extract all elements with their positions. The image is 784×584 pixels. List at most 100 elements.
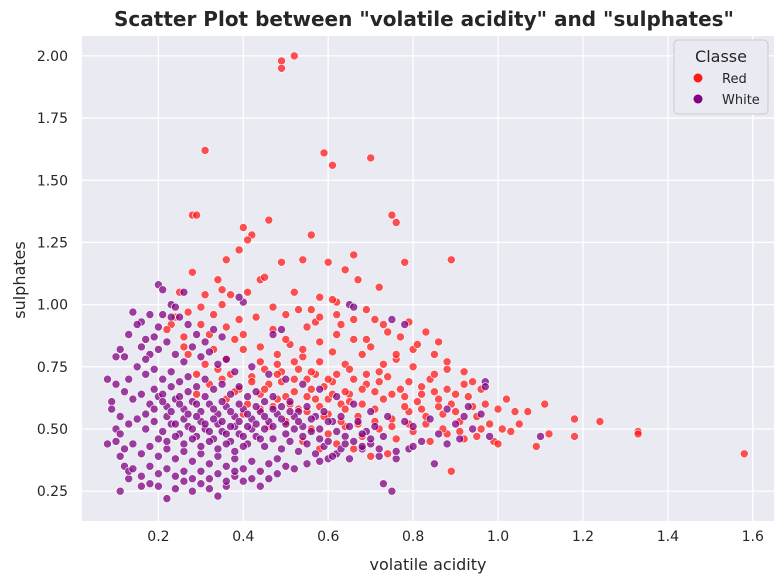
data-point-red xyxy=(213,275,223,285)
data-point-white xyxy=(391,454,401,464)
data-point-red xyxy=(298,345,308,354)
data-point-white xyxy=(124,330,133,339)
data-point-white xyxy=(260,397,269,406)
data-point-red xyxy=(328,161,337,170)
data-point-white xyxy=(188,342,197,352)
data-point-white xyxy=(268,392,278,401)
data-point-red xyxy=(315,292,325,302)
y-axis-label: sulphates xyxy=(10,241,29,318)
data-point-red xyxy=(413,340,422,349)
data-point-red xyxy=(289,357,299,367)
data-point-white xyxy=(205,347,214,357)
data-point-white xyxy=(192,330,201,339)
data-point-white xyxy=(442,404,452,414)
data-point-white xyxy=(196,479,206,489)
data-point-red xyxy=(387,210,397,220)
data-point-red xyxy=(417,404,426,414)
data-point-red xyxy=(196,320,206,329)
data-point-white xyxy=(128,307,138,317)
data-point-red xyxy=(336,320,346,329)
data-point-red xyxy=(366,153,376,163)
data-point-white xyxy=(277,402,286,411)
data-point-white xyxy=(171,432,180,441)
data-point-red xyxy=(217,285,227,295)
data-point-white xyxy=(205,437,214,446)
data-point-red xyxy=(362,369,371,379)
data-point-red xyxy=(387,389,397,399)
data-point-white xyxy=(340,439,350,449)
data-point-red xyxy=(328,295,337,304)
data-point-white xyxy=(260,412,269,421)
data-point-red xyxy=(247,377,257,387)
x-tick-label: 0.4 xyxy=(232,529,254,545)
data-point-red xyxy=(289,374,299,384)
data-point-white xyxy=(374,451,384,461)
data-point-red xyxy=(340,265,350,275)
legend-title: Classe xyxy=(695,47,747,66)
data-point-white xyxy=(162,337,172,347)
data-point-red xyxy=(434,402,443,411)
data-point-red xyxy=(234,245,244,255)
data-point-white xyxy=(209,414,218,424)
data-point-white xyxy=(209,325,218,334)
data-point-white xyxy=(370,422,380,431)
data-point-white xyxy=(179,476,189,486)
data-point-red xyxy=(446,255,456,265)
data-point-red xyxy=(192,369,201,379)
data-point-red xyxy=(183,307,193,317)
data-point-red xyxy=(374,377,384,387)
data-point-white xyxy=(463,402,473,411)
data-point-red xyxy=(268,302,278,312)
data-point-red xyxy=(349,315,359,324)
data-point-red xyxy=(302,322,312,332)
data-point-white xyxy=(298,432,308,441)
data-point-red xyxy=(497,424,507,434)
data-point-white xyxy=(272,454,282,464)
data-point-red xyxy=(200,146,210,155)
data-point-white xyxy=(349,437,359,446)
data-point-red xyxy=(289,287,299,297)
data-point-white xyxy=(234,382,244,392)
data-point-white xyxy=(357,429,367,439)
data-point-white xyxy=(281,461,291,471)
data-point-white xyxy=(192,382,201,392)
data-point-white xyxy=(281,429,291,439)
data-point-white xyxy=(332,392,342,401)
data-point-white xyxy=(222,429,231,439)
data-point-white xyxy=(442,439,452,449)
data-point-red xyxy=(294,364,303,374)
data-point-red xyxy=(272,359,282,369)
data-point-red xyxy=(468,377,477,387)
data-point-red xyxy=(323,429,333,439)
data-point-white xyxy=(158,397,167,406)
data-point-white xyxy=(158,285,167,295)
data-point-red xyxy=(315,312,325,322)
data-point-white xyxy=(162,464,172,474)
data-point-white xyxy=(268,330,278,339)
data-point-white xyxy=(315,456,325,466)
data-point-red xyxy=(391,218,401,227)
data-point-red xyxy=(306,384,316,394)
data-point-white xyxy=(209,404,218,414)
data-point-red xyxy=(243,287,252,297)
data-point-white xyxy=(391,447,401,456)
data-point-white xyxy=(175,377,184,387)
data-point-white xyxy=(247,474,257,484)
data-point-red xyxy=(328,347,337,357)
data-point-red xyxy=(370,387,380,397)
data-point-red xyxy=(523,407,533,416)
data-point-red xyxy=(239,345,248,354)
data-point-red xyxy=(472,432,482,441)
data-point-white xyxy=(115,451,125,461)
data-point-red xyxy=(362,305,371,314)
data-point-red xyxy=(374,367,384,377)
data-point-white xyxy=(332,427,342,436)
data-point-red xyxy=(340,387,350,397)
data-point-white xyxy=(289,424,299,434)
data-point-white xyxy=(175,399,184,409)
data-point-white xyxy=(213,451,223,461)
data-point-white xyxy=(111,437,121,446)
y-tick-label: 1.00 xyxy=(37,298,68,314)
data-point-white xyxy=(294,417,303,426)
data-point-red xyxy=(506,427,516,436)
